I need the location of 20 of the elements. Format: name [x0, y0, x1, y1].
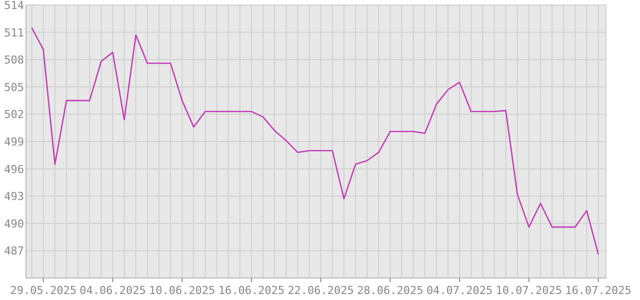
y-tick-label: 496	[4, 162, 24, 176]
x-tick-label: 04.07.2025	[426, 284, 493, 297]
y-tick-label: 493	[4, 190, 24, 204]
x-tick-label: 10.06.2025	[148, 284, 216, 297]
x-tick-label: 10.07.2025	[496, 284, 562, 297]
y-tick-label: 505	[4, 80, 24, 94]
y-tick-label: 502	[4, 108, 24, 122]
x-tick-label: 16.06.2025	[218, 284, 285, 297]
y-tick-label: 490	[4, 217, 24, 230]
y-tick-label: 514	[4, 0, 24, 12]
y-tick-label: 508	[4, 54, 24, 67]
x-tick-label: 16.07.2025	[565, 284, 632, 297]
y-tick-label: 511	[4, 26, 24, 40]
line-series	[31, 27, 599, 255]
x-tick-label: 04.06.2025	[80, 284, 146, 297]
y-tick-label: 487	[4, 244, 24, 258]
x-tick-label: 29.05.2025	[10, 284, 76, 297]
x-tick-label: 28.06.2025	[357, 284, 424, 297]
x-tick-label: 22.06.2025	[288, 284, 354, 297]
y-tick-label: 499	[4, 136, 24, 148]
